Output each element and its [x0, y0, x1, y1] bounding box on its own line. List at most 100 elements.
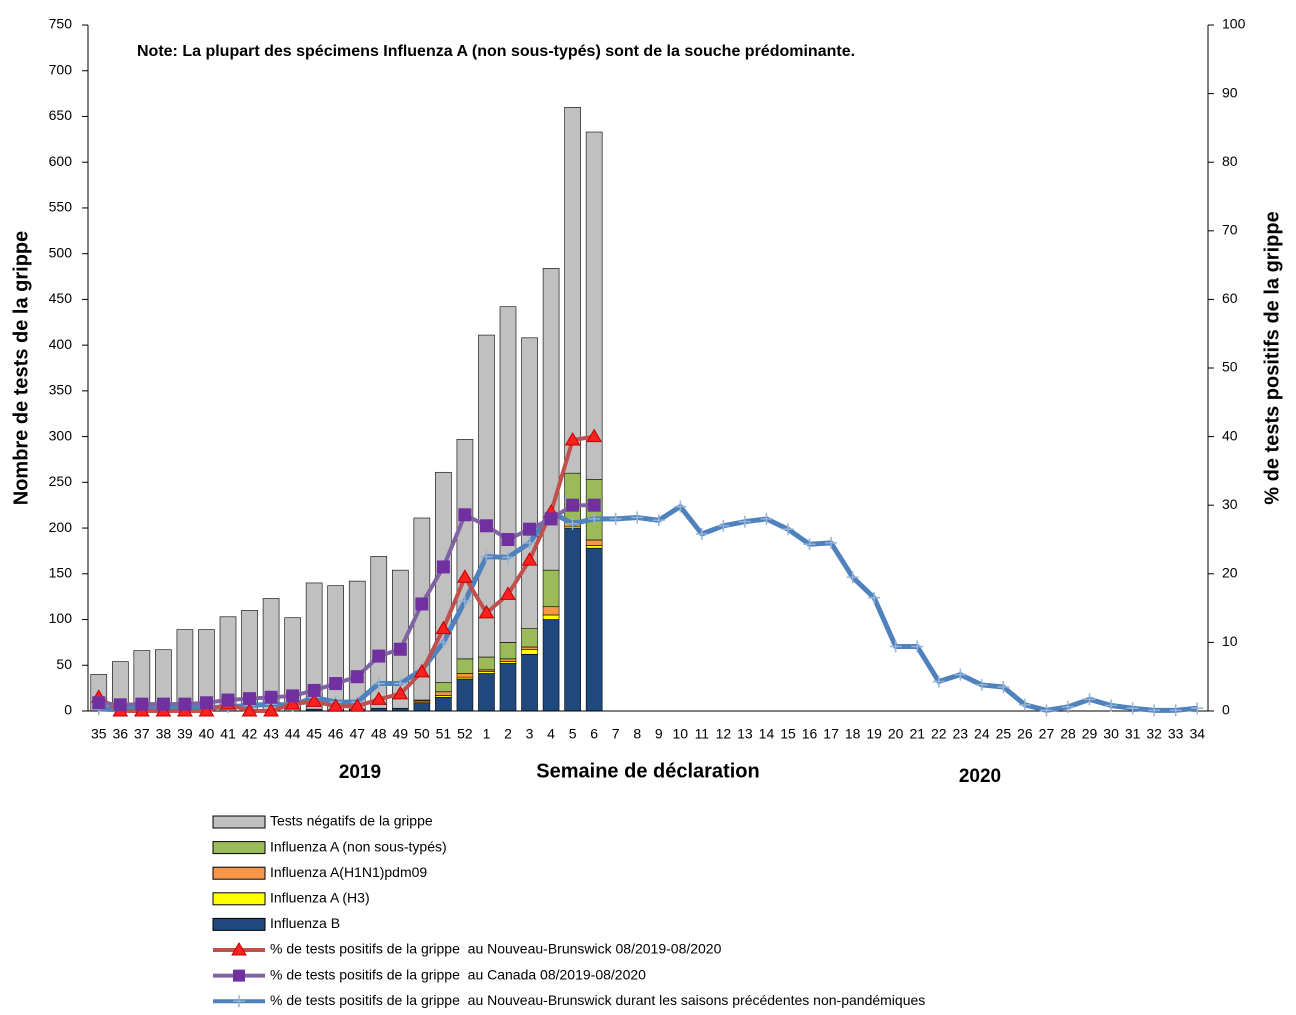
- bar-segment: [499, 658, 517, 662]
- marker: [695, 528, 708, 541]
- marker: [523, 522, 537, 536]
- bar-segment: [521, 646, 538, 651]
- marker: [349, 698, 366, 712]
- marker: [674, 500, 687, 513]
- x-tick-label: 48: [371, 726, 387, 742]
- marker: [717, 519, 730, 532]
- y-tick-label: 0: [64, 702, 72, 718]
- bar-segment: [499, 642, 517, 660]
- x-tick-label: 13: [737, 726, 753, 742]
- x-tick-label: 4: [547, 726, 555, 742]
- marker: [199, 696, 213, 710]
- series-line: [90, 428, 603, 717]
- y-tick-label: 200: [49, 519, 73, 535]
- marker: [997, 680, 1010, 693]
- marker: [566, 517, 579, 530]
- marker: [198, 703, 215, 717]
- y2-tick-label: 90: [1222, 84, 1238, 100]
- marker: [372, 649, 386, 663]
- bar-segment: [456, 439, 474, 660]
- x-tick-label: 19: [866, 726, 882, 742]
- bar-segment: [305, 582, 323, 710]
- y2-tick-label: 30: [1222, 496, 1238, 512]
- x-tick-label: 42: [242, 726, 258, 742]
- marker: [392, 685, 409, 700]
- x-tick-label: 24: [974, 726, 990, 742]
- marker: [92, 696, 106, 710]
- bar-segment: [478, 673, 495, 712]
- y-tick-label: 500: [49, 244, 73, 260]
- x-tick-label: 28: [1060, 726, 1076, 742]
- bar-segment: [478, 656, 495, 671]
- marker: [221, 693, 235, 707]
- x-tick-label: 39: [177, 726, 193, 742]
- bar-segment: [585, 545, 603, 549]
- marker: [782, 523, 794, 536]
- x-tick-label: 5: [569, 726, 577, 742]
- y2-tick-label: 100: [1222, 16, 1246, 32]
- legend-item: % de tests positifs de la grippe au Cana…: [213, 966, 646, 982]
- marker: [263, 703, 279, 717]
- x-tick-label: 32: [1146, 726, 1162, 742]
- y-tick-label: 700: [49, 61, 73, 77]
- marker: [1105, 699, 1118, 712]
- marker: [1018, 698, 1031, 711]
- x-tick-label: 6: [590, 726, 598, 742]
- x-tick-label: 33: [1168, 726, 1184, 742]
- x-tick-label: 52: [457, 726, 473, 742]
- x-tick-label: 2: [504, 726, 512, 742]
- legend-item: % de tests positifs de la grippe au Nouv…: [213, 941, 722, 957]
- marker: [372, 677, 385, 690]
- y2-tick-label: 10: [1222, 633, 1238, 649]
- x-tick-label: 43: [263, 726, 279, 742]
- marker: [243, 692, 257, 706]
- note: Note: La plupart des spécimens Influenza…: [137, 43, 855, 60]
- marker: [413, 663, 430, 678]
- bar-segment: [435, 696, 452, 712]
- y-tick-label: 250: [49, 473, 73, 489]
- bar-segment: [327, 585, 344, 711]
- marker: [502, 551, 514, 564]
- marker: [415, 597, 429, 611]
- legend-label: % de tests positifs de la grippe au Cana…: [270, 966, 646, 982]
- year-label: 2020: [959, 766, 1001, 787]
- x-tick-label: 16: [802, 726, 818, 742]
- legend-marker: [233, 969, 245, 982]
- y2-tick-label: 40: [1222, 427, 1238, 443]
- marker: [457, 569, 473, 583]
- legend-item: Influenza A (H3): [212, 890, 370, 906]
- y-tick-label: 550: [49, 199, 73, 215]
- y-tick-label: 350: [49, 382, 73, 398]
- marker: [135, 697, 149, 711]
- marker: [889, 640, 902, 653]
- x-tick-label: 29: [1082, 726, 1098, 742]
- bar-segment: [521, 337, 538, 629]
- y2-tick-label: 80: [1222, 153, 1238, 169]
- x-tick-label: 25: [996, 726, 1012, 742]
- bar-segment: [585, 131, 603, 480]
- legend-marker: [233, 995, 245, 1008]
- marker: [307, 683, 321, 697]
- bar-segment: [435, 682, 452, 693]
- y-axis-title: Nombre de tests de la grippe: [10, 231, 32, 506]
- x-tick-label: 38: [156, 726, 172, 742]
- bar-segment: [435, 691, 452, 696]
- marker: [500, 586, 516, 600]
- x-tick-label: 27: [1039, 726, 1055, 742]
- marker: [370, 691, 387, 705]
- marker: [566, 498, 580, 512]
- bar-segment: [370, 556, 388, 709]
- marker: [803, 538, 816, 551]
- x-tick-label: 46: [328, 726, 344, 742]
- marker: [911, 640, 924, 653]
- legend-item: Influenza B: [212, 915, 340, 931]
- y-tick-label: 50: [56, 656, 72, 672]
- line: [97, 434, 595, 713]
- y2-tick-label: 0: [1222, 702, 1230, 718]
- marker: [868, 591, 881, 604]
- marker: [825, 536, 838, 549]
- marker: [1083, 693, 1096, 706]
- x-tick-label: 15: [780, 726, 796, 742]
- x-tick-label: 45: [306, 726, 322, 742]
